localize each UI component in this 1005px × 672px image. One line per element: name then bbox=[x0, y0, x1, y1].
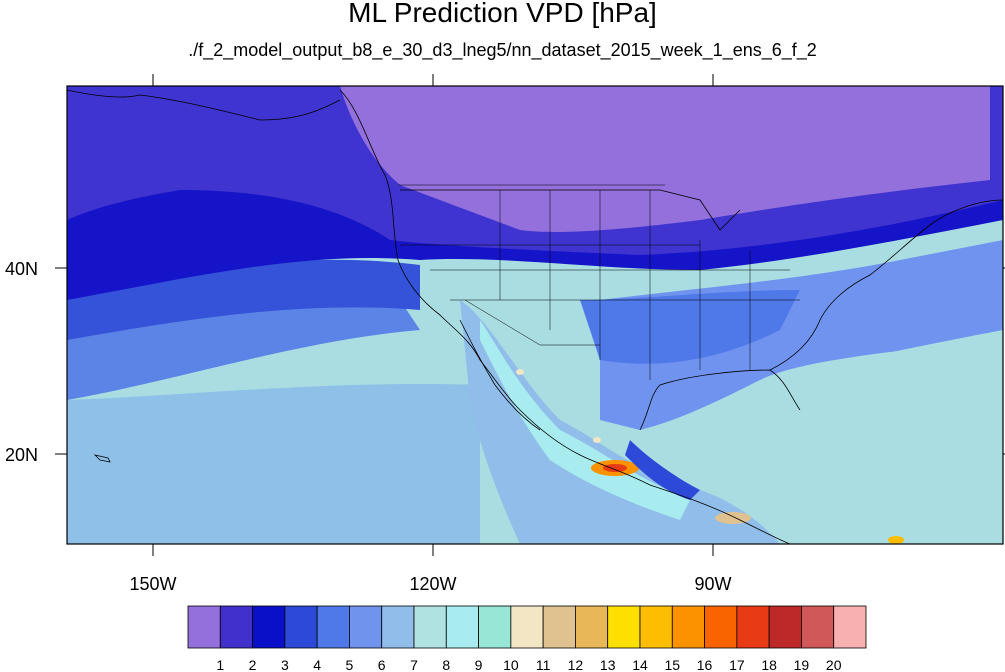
colorbar-tick-label: 8 bbox=[442, 657, 450, 672]
lat-label-40n: 40N bbox=[5, 259, 38, 279]
lon-label-120w: 120W bbox=[409, 574, 456, 594]
vpd-contour-field bbox=[67, 86, 1003, 544]
colorbar-swatch bbox=[801, 605, 835, 649]
colorbar-tick-label: 20 bbox=[826, 657, 842, 672]
colorbar-swatch bbox=[768, 605, 802, 649]
colorbar-swatch bbox=[284, 605, 318, 649]
colorbar-tick-label: 12 bbox=[568, 657, 584, 672]
colorbar-swatch bbox=[478, 605, 512, 649]
colorbar-swatch bbox=[671, 605, 705, 649]
colorbar-tick-label: 18 bbox=[761, 657, 777, 672]
colorbar-swatch bbox=[833, 605, 867, 649]
colorbar-swatch bbox=[316, 605, 350, 649]
colorbar-swatch bbox=[736, 605, 770, 649]
colorbar-swatch bbox=[639, 605, 673, 649]
colorbar-tick-label: 6 bbox=[378, 657, 386, 672]
map-title: ML Prediction VPD [hPa] bbox=[348, 0, 657, 28]
colorbar-swatch bbox=[704, 605, 738, 649]
lon-label-150w: 150W bbox=[129, 574, 176, 594]
colorbar-tick-label: 19 bbox=[794, 657, 810, 672]
colorbar-swatch bbox=[381, 605, 415, 649]
colorbar-swatch bbox=[445, 605, 479, 649]
colorbar-tick-label: 2 bbox=[249, 657, 257, 672]
colorbar-tick-label: 17 bbox=[729, 657, 745, 672]
coastlines bbox=[67, 89, 1003, 544]
colorbar-tick-label: 3 bbox=[281, 657, 289, 672]
plot-frame bbox=[66, 85, 1004, 545]
lon-label-90w: 90W bbox=[694, 574, 731, 594]
colorbar-tick-label: 11 bbox=[536, 657, 551, 672]
colorbar-tick-label: 9 bbox=[475, 657, 483, 672]
colorbar-swatch bbox=[542, 605, 576, 649]
colorbar-swatch bbox=[187, 605, 221, 649]
colorbar-swatch bbox=[252, 605, 286, 649]
lat-label-20n: 20N bbox=[5, 445, 38, 465]
axis-ticks bbox=[55, 74, 1005, 556]
colorbar-tick-label: 16 bbox=[697, 657, 713, 672]
colorbar-tick-label: 13 bbox=[600, 657, 616, 672]
map-subtitle: ./f_2_model_output_b8_e_30_d3_lneg5/nn_d… bbox=[188, 40, 817, 60]
colorbar-tick-label: 10 bbox=[503, 657, 519, 672]
colorbar-swatch bbox=[349, 605, 383, 649]
colorbar-swatch bbox=[575, 605, 609, 649]
colorbar-tick-label: 4 bbox=[313, 657, 321, 672]
political-borders bbox=[398, 184, 800, 380]
colorbar-swatch bbox=[413, 605, 447, 649]
colorbar-tick-label: 14 bbox=[632, 657, 648, 672]
colorbar-tick-label: 7 bbox=[410, 657, 418, 672]
colorbar-tick-label: 1 bbox=[216, 657, 224, 672]
colorbar-tick-label: 15 bbox=[665, 657, 681, 672]
colorbar-swatch bbox=[219, 605, 253, 649]
colorbar-tick-label: 5 bbox=[346, 657, 354, 672]
colorbar-swatch bbox=[607, 605, 641, 649]
colorbar-swatch bbox=[510, 605, 544, 649]
colorbar: 1 2 3 4 5 6 7 8 9 10 11 12 13 14 15 16 17 18 19 20 bbox=[187, 605, 867, 672]
